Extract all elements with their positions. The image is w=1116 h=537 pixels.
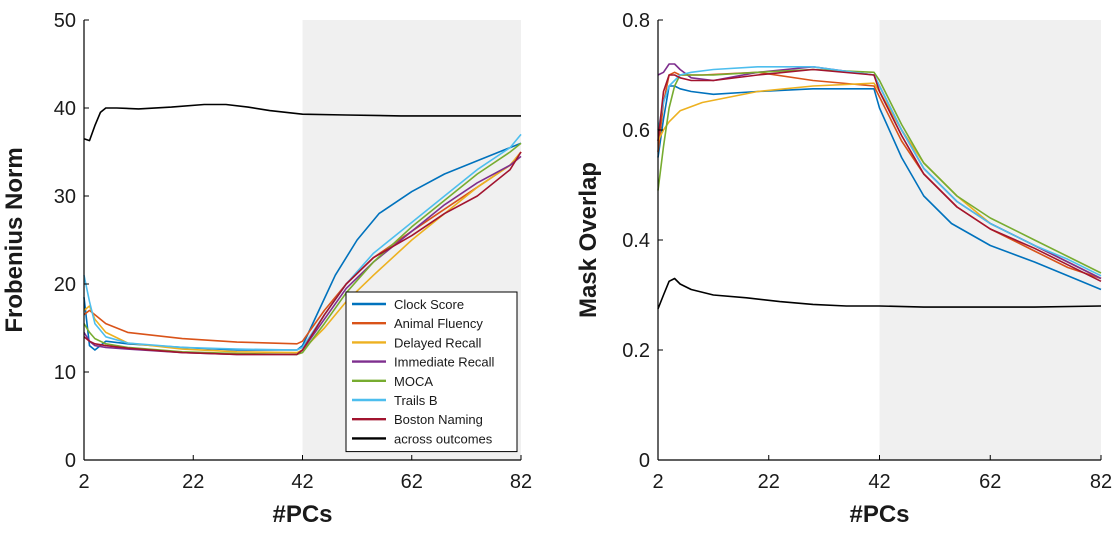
legend-entry: Animal Fluency — [394, 316, 483, 331]
x-tick-label: 2 — [652, 471, 663, 493]
x-axis-label: #PCs — [272, 501, 332, 528]
y-tick-label: 0 — [65, 450, 76, 472]
legend: Clock Score Animal Fluency Delayed Recall I… — [345, 291, 518, 453]
legend-entry: Delayed Recall — [394, 335, 482, 350]
x-tick-label: 22 — [182, 471, 204, 493]
legend-box — [345, 291, 518, 453]
shaded-region — [879, 20, 1101, 460]
y-tick-label: 40 — [54, 98, 76, 120]
x-axis-label: #PCs — [849, 501, 909, 528]
series-line-clock-score — [657, 85, 1102, 291]
series-line-trails-b — [83, 133, 522, 351]
series-line-trails-b — [657, 66, 1102, 277]
legend-entry: Immediate Recall — [394, 355, 495, 370]
legend-entry: Trails B — [394, 393, 438, 408]
y-axis-label: Mask Overlap — [575, 162, 602, 318]
series-line-across-outcomes — [657, 277, 1102, 310]
x-tick-label: 42 — [868, 471, 890, 493]
legend-entry: across outcomes — [394, 431, 493, 446]
x-tick-label: 2 — [78, 471, 89, 493]
legend-entry: Clock Score — [394, 297, 464, 312]
y-tick-label: 0.8 — [622, 10, 650, 32]
y-tick-label: 20 — [54, 274, 76, 296]
legend-entry: MOCA — [394, 374, 433, 389]
y-tick-label: 0 — [639, 450, 650, 472]
x-tick-label: 82 — [1090, 471, 1112, 493]
series-line-boston-naming — [657, 68, 1102, 283]
x-tick-label: 42 — [291, 471, 313, 493]
series-line-animal-fluency — [657, 71, 1102, 280]
series-line-across-outcomes — [83, 103, 521, 142]
series-line-boston-naming — [83, 151, 522, 356]
y-tick-label: 0.4 — [622, 230, 650, 252]
x-tick-label: 22 — [758, 471, 780, 493]
legend-entry: Boston Naming — [394, 412, 483, 427]
x-tick-label: 82 — [510, 471, 532, 493]
y-tick-label: 50 — [54, 10, 76, 32]
series-line-animal-fluency — [83, 151, 522, 345]
y-tick-label: 10 — [54, 362, 76, 384]
y-tick-label: 0.6 — [622, 120, 650, 142]
series-line-moca — [83, 142, 522, 356]
x-tick-label: 62 — [979, 471, 1001, 493]
x-tick-label: 62 — [401, 471, 423, 493]
y-tick-label: 30 — [54, 186, 76, 208]
y-tick-label: 0.2 — [622, 340, 650, 362]
y-axis-label: Frobenius Norm — [1, 147, 28, 332]
